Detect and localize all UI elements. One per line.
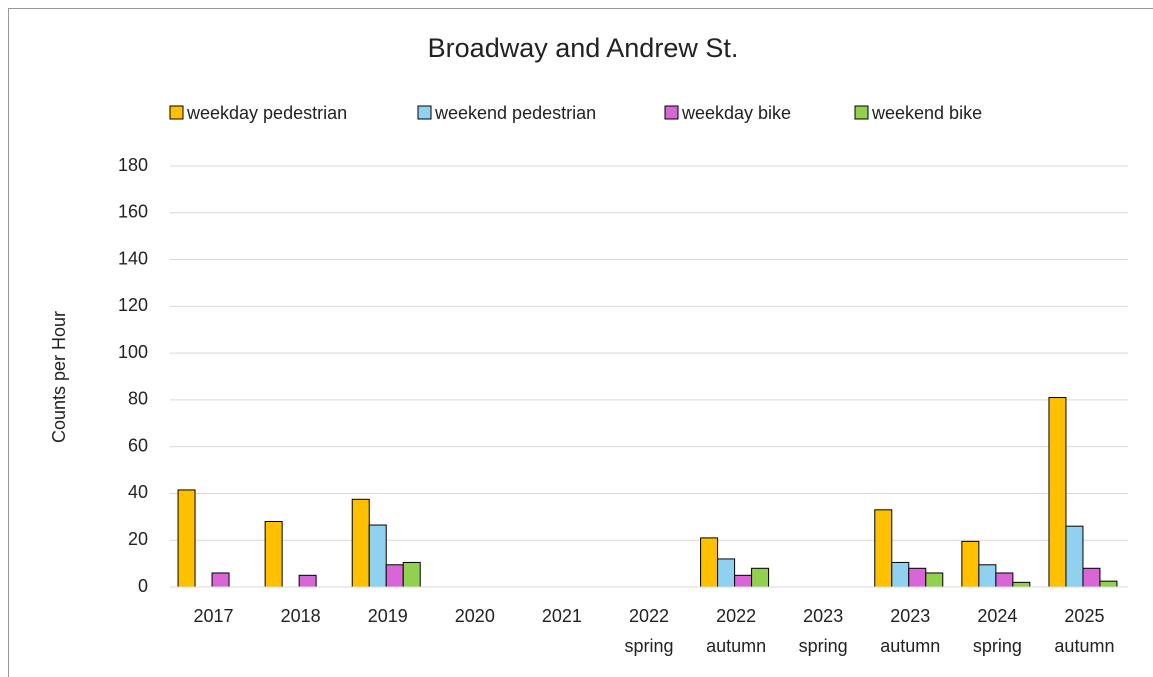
bar <box>925 572 944 588</box>
chart-title: Broadway and Andrew St. <box>428 33 739 63</box>
bar <box>298 574 317 588</box>
bar <box>891 561 910 588</box>
x-tick-label: 2025 autumn <box>1054 606 1114 656</box>
bar <box>351 498 370 588</box>
x-tick-label: 2022 autumn <box>706 606 766 656</box>
y-tick-label: 0 <box>138 576 148 596</box>
legend-label: weekend pedestrian <box>434 103 596 123</box>
x-tick-label: 2024 spring <box>973 606 1022 656</box>
bar <box>177 489 196 588</box>
x-tick-label: 2023 spring <box>799 606 848 656</box>
bar <box>385 564 404 588</box>
legend-swatch <box>664 105 679 120</box>
bar <box>995 572 1014 588</box>
bar <box>1012 581 1031 588</box>
y-tick-label: 160 <box>118 202 148 222</box>
y-axis-label: Counts per Hour <box>49 311 69 443</box>
bar <box>978 564 997 588</box>
x-tick-label: 2017 <box>194 606 234 626</box>
x-tick-label: 2021 <box>542 606 582 626</box>
y-tick-label: 80 <box>128 389 148 409</box>
legend-swatch <box>417 105 432 120</box>
y-tick-label: 120 <box>118 295 148 315</box>
x-tick-label: 2022 spring <box>624 606 673 656</box>
y-tick-label: 140 <box>118 248 148 268</box>
y-tick-label: 20 <box>128 529 148 549</box>
bar <box>1048 397 1067 588</box>
bar <box>908 567 927 588</box>
bar <box>1099 580 1118 588</box>
bar <box>700 537 719 588</box>
y-tick-label: 100 <box>118 342 148 362</box>
bar <box>211 572 230 588</box>
bar <box>734 574 753 588</box>
bar <box>1065 525 1084 588</box>
legend-swatch <box>854 105 869 120</box>
bar <box>751 567 770 588</box>
y-tick-label: 60 <box>128 435 148 455</box>
legend-label: weekend bike <box>871 103 982 123</box>
legend-swatch <box>169 105 184 120</box>
x-tick-label: 2023 autumn <box>880 606 940 656</box>
bar <box>961 540 980 588</box>
bar <box>264 521 283 588</box>
y-tick-label: 180 <box>118 155 148 175</box>
x-tick-label: 2020 <box>455 606 495 626</box>
x-tick-label: 2018 <box>281 606 321 626</box>
bar <box>368 524 387 588</box>
y-tick-label: 40 <box>128 482 148 502</box>
bar <box>402 561 421 588</box>
legend-label: weekday bike <box>681 103 791 123</box>
bar <box>874 509 893 588</box>
bar <box>1082 567 1101 588</box>
bar <box>717 558 736 588</box>
x-tick-label: 2019 <box>368 606 408 626</box>
legend-label: weekday pedestrian <box>186 103 347 123</box>
